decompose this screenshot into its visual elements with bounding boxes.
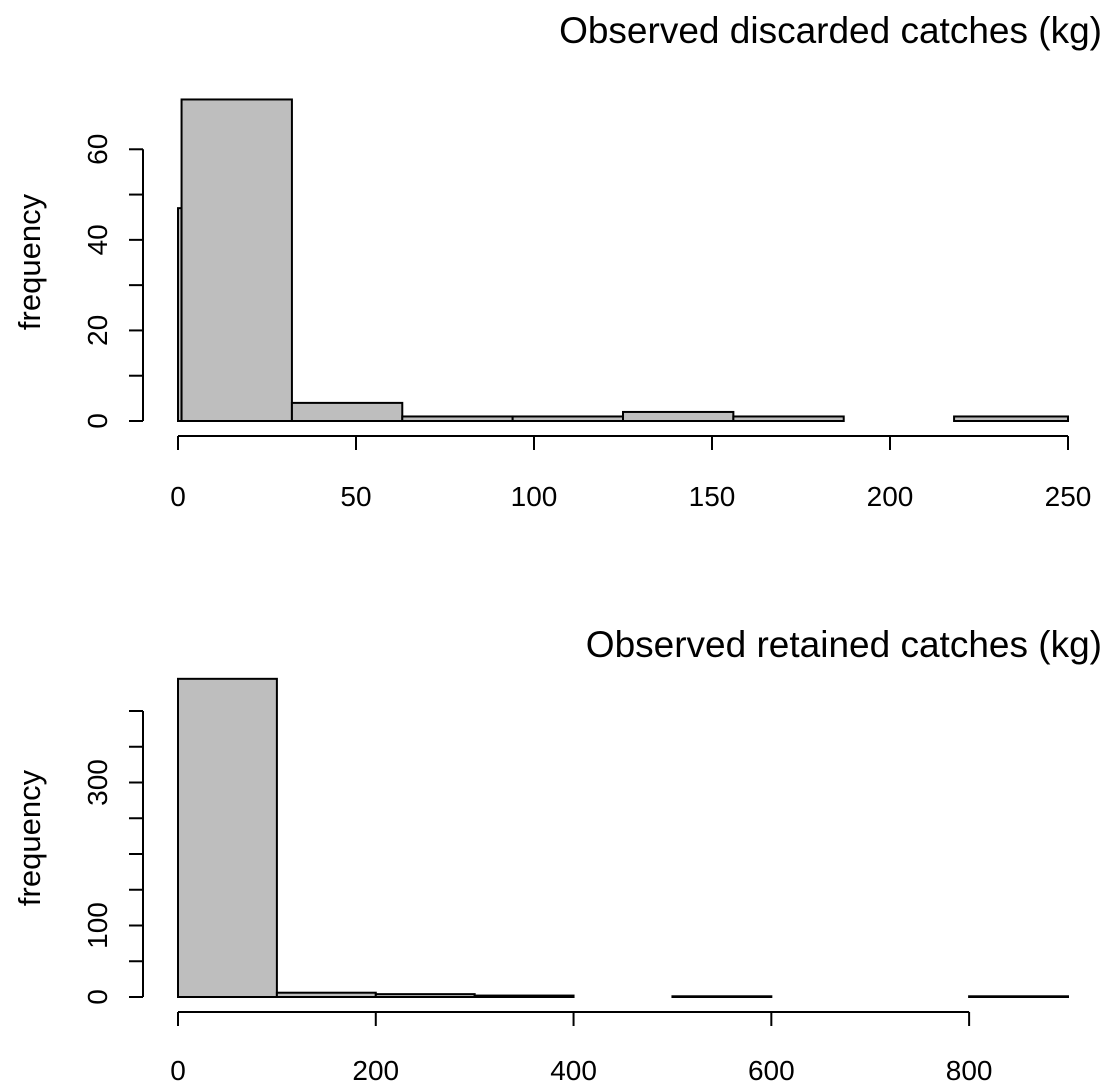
retained-bar-5	[671, 995, 773, 998]
retained-catches-panel: Observed retained catches (kg) frequency…	[12, 624, 1102, 1086]
discarded-chart-title: Observed discarded catches (kg)	[559, 10, 1102, 51]
discarded-y-tick-label-0: 0	[82, 413, 113, 429]
retained-y-axis-label: frequency	[12, 769, 47, 906]
retained-x-tick-label-3: 600	[748, 1055, 795, 1086]
retained-bars	[177, 677, 1069, 999]
retained-y-tick-label-1: 100	[82, 902, 113, 949]
retained-bar-3	[473, 994, 575, 999]
discarded-x-tick-label-5: 250	[1045, 481, 1092, 512]
retained-x-tick-label-4: 800	[946, 1055, 993, 1086]
discarded-x-tick-label-2: 100	[511, 481, 558, 512]
discarded-x-tick-label-0: 0	[170, 481, 186, 512]
retained-bar-1	[275, 991, 377, 999]
retained-bar-2	[374, 993, 476, 999]
retained-x-tick-label-1: 200	[352, 1055, 399, 1086]
discarded-x-tick-label-1: 50	[340, 481, 371, 512]
discarded-x-tick-label-3: 150	[689, 481, 736, 512]
discarded-bar-4	[511, 415, 625, 423]
discarded-bar-2	[290, 401, 404, 422]
discarded-y-tick-label-3: 60	[82, 134, 113, 165]
discarded-y-axis-label: frequency	[12, 193, 47, 330]
discarded-bar-6	[732, 415, 845, 423]
discarded-bar-3	[401, 415, 514, 423]
retained-y-axis: 0 100 300	[82, 710, 144, 1005]
retained-bar-8	[968, 995, 1069, 998]
discarded-y-tick-label-1: 20	[82, 315, 113, 346]
retained-x-tick-label-2: 400	[550, 1055, 597, 1086]
retained-bar-0	[177, 677, 278, 998]
discarded-bar-5	[622, 410, 735, 423]
retained-x-axis: 0 200 400 600 800	[170, 1011, 993, 1086]
retained-y-tick-label-3: 300	[82, 759, 113, 806]
discarded-x-tick-label-4: 200	[867, 481, 914, 512]
discarded-y-axis: 0 20 40 60	[82, 134, 144, 429]
discarded-catches-panel: Observed discarded catches (kg) frequenc…	[12, 10, 1102, 512]
discarded-bar-1	[180, 98, 293, 422]
discarded-bar-8	[953, 415, 1070, 423]
retained-chart-title: Observed retained catches (kg)	[586, 624, 1102, 665]
retained-y-tick-label-0: 0	[82, 989, 113, 1005]
discarded-x-axis: 0 50 100 150 200 250	[170, 435, 1092, 512]
discarded-y-tick-label-2: 40	[82, 224, 113, 255]
retained-x-tick-label-0: 0	[170, 1055, 186, 1086]
discarded-bars	[177, 98, 1070, 423]
